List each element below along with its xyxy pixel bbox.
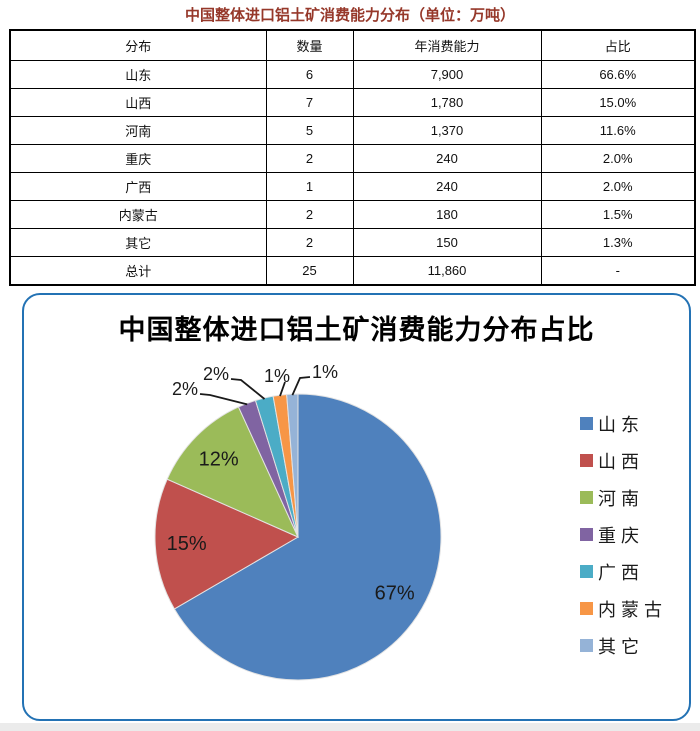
table-row-1: 山西 7 1,780 15.0% <box>9 88 696 117</box>
table-cell-1-2: 1,780 <box>352 88 542 117</box>
legend-swatch-山西 <box>580 454 593 467</box>
table-cell-7-3: - <box>540 256 696 286</box>
legend-label-山西: 山西 <box>598 451 644 472</box>
table-cell-1-0: 山西 <box>9 88 267 117</box>
legend-item-山西: 山西 <box>580 442 667 479</box>
column-header-1: 数量 <box>265 29 354 61</box>
callout-label-其它: 1% <box>312 362 338 382</box>
callout-label-重庆: 2% <box>172 379 198 399</box>
table-cell-0-2: 7,900 <box>352 60 542 89</box>
consumption-table: 分布 数量 年消费能力 占比 山东 6 7,900 66.6% 山西 7 1,780 15.0% 河南… <box>9 29 696 286</box>
legend-label-重庆: 重庆 <box>598 525 644 546</box>
legend-item-重庆: 重庆 <box>580 516 667 553</box>
table-cell-6-1: 2 <box>265 228 354 257</box>
table-cell-7-1: 25 <box>265 256 354 286</box>
table-cell-7-2: 11,860 <box>352 256 542 286</box>
slice-label-山西: 15% <box>167 533 207 555</box>
chart-container: 中国整体进口铝土矿消费能力分布占比 67% 15% 12% 2% 2% 1% 1% 山东山西… <box>22 293 691 721</box>
chart-legend: 山东山西河南重庆广西内蒙古其它 <box>580 405 667 664</box>
table-cell-3-1: 2 <box>265 144 354 173</box>
table-cell-0-3: 66.6% <box>540 60 696 89</box>
pie-slice-山西 <box>154 478 300 610</box>
table-cell-4-2: 240 <box>352 172 542 201</box>
chart-title: 中国整体进口铝土矿消费能力分布占比 <box>118 315 595 345</box>
table-header-row: 分布 数量 年消费能力 占比 <box>9 29 696 61</box>
legend-swatch-重庆 <box>580 528 593 541</box>
table-row-6: 其它 2 150 1.3% <box>9 228 696 257</box>
table-cell-5-0: 内蒙古 <box>9 200 267 229</box>
table-row-4: 广西 1 240 2.0% <box>9 172 696 201</box>
table-row-0: 山东 6 7,900 66.6% <box>9 60 696 89</box>
callout-label-内蒙古: 1% <box>264 366 290 386</box>
legend-swatch-广西 <box>580 565 593 578</box>
table-cell-0-1: 6 <box>265 60 354 89</box>
table-row-5: 内蒙古 2 180 1.5% <box>9 200 696 229</box>
table-title: 中国整体进口铝土矿消费能力分布（单位：万吨） <box>184 7 515 24</box>
legend-label-河南: 河南 <box>598 488 644 509</box>
table-cell-7-0: 总计 <box>9 256 267 286</box>
table-cell-6-3: 1.3% <box>540 228 696 257</box>
legend-item-内蒙古: 内蒙古 <box>580 590 667 627</box>
table-cell-6-0: 其它 <box>9 228 267 257</box>
callout-line-其它 <box>291 376 311 396</box>
legend-swatch-内蒙古 <box>580 602 593 615</box>
legend-item-其它: 其它 <box>580 627 667 664</box>
legend-swatch-山东 <box>580 417 593 430</box>
table-cell-2-3: 11.6% <box>540 116 696 145</box>
table-cell-3-0: 重庆 <box>9 144 267 173</box>
table-row-7: 总计 25 11,860- <box>9 256 696 286</box>
callout-line-广西 <box>230 378 266 400</box>
table-cell-3-2: 240 <box>352 144 542 173</box>
table-cell-1-1: 7 <box>265 88 354 117</box>
slice-label-河南: 12% <box>199 449 239 471</box>
callout-label-广西: 2% <box>203 364 229 384</box>
legend-item-山东: 山东 <box>580 405 667 442</box>
callout-line-内蒙古 <box>279 381 286 397</box>
table-cell-4-1: 1 <box>265 172 354 201</box>
legend-item-河南: 河南 <box>580 479 667 516</box>
legend-label-其它: 其它 <box>598 636 644 657</box>
column-header-3: 占比 <box>540 29 696 61</box>
legend-swatch-河南 <box>580 491 593 504</box>
table-row-2: 河南 5 1,370 11.6% <box>9 116 696 145</box>
table-row-3: 重庆 2 240 2.0% <box>9 144 696 173</box>
column-header-0: 分布 <box>9 29 267 61</box>
legend-label-内蒙古: 内蒙古 <box>598 599 667 620</box>
legend-item-广西: 广西 <box>580 553 667 590</box>
table-cell-2-0: 河南 <box>9 116 267 145</box>
table-cell-2-2: 1,370 <box>352 116 542 145</box>
bottom-strip <box>0 723 700 731</box>
table-cell-4-0: 广西 <box>9 172 267 201</box>
table-cell-5-3: 1.5% <box>540 200 696 229</box>
table-cell-0-0: 山东 <box>9 60 267 89</box>
table-cell-4-3: 2.0% <box>540 172 696 201</box>
table-cell-1-3: 15.0% <box>540 88 696 117</box>
legend-label-广西: 广西 <box>598 562 644 583</box>
slice-label-山东: 67% <box>375 583 415 605</box>
table-cell-2-1: 5 <box>265 116 354 145</box>
column-header-2: 年消费能力 <box>352 29 542 61</box>
callout-line-重庆 <box>199 393 248 406</box>
legend-swatch-其它 <box>580 639 593 652</box>
table-cell-5-2: 180 <box>352 200 542 229</box>
table-cell-5-1: 2 <box>265 200 354 229</box>
pie-slice-河南 <box>166 406 300 538</box>
table-cell-3-3: 2.0% <box>540 144 696 173</box>
table-cell-6-2: 150 <box>352 228 542 257</box>
pie-chart: 67% 15% 12% 2%2% 1% 1% <box>154 362 442 681</box>
legend-label-山东: 山东 <box>598 414 644 435</box>
pie-slice-山东 <box>173 393 442 681</box>
